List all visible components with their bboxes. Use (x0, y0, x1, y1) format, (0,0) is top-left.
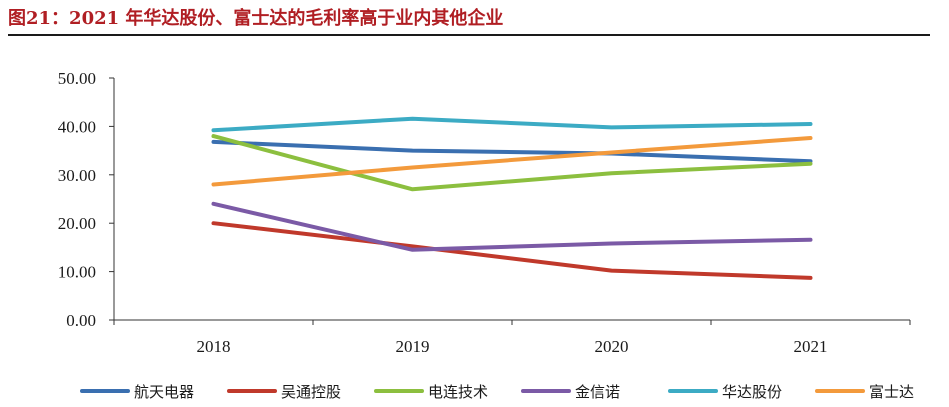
legend-label: 电连技术 (428, 383, 488, 401)
legend: 航天电器 吴通控股 电连技术 金信诺 华达股份 富士达 (80, 383, 914, 401)
legend-label: 吴通控股 (281, 383, 341, 401)
x-tick-label: 2019 (396, 337, 430, 356)
y-tick-label: 20.00 (58, 214, 96, 233)
series-line (211, 221, 813, 280)
series-line (211, 201, 813, 252)
x-tick-labels: 2018 2019 2020 2021 (197, 337, 828, 356)
legend-label: 航天电器 (134, 383, 194, 401)
y-tick-label: 30.00 (58, 166, 96, 185)
series-line (211, 136, 813, 187)
legend-label: 金信诺 (575, 383, 620, 401)
y-tick-label: 0.00 (66, 311, 96, 330)
series-lines (211, 116, 813, 280)
title-underline (8, 34, 930, 36)
y-tick-label: 40.00 (58, 117, 96, 136)
series-line (211, 116, 813, 133)
legend-label: 华达股份 (722, 383, 782, 401)
y-tick-labels: 0.00 10.00 20.00 30.00 40.00 50.00 (58, 69, 96, 330)
chart-title: 图21：2021 年华达股份、富士达的毛利率高于业内其他企业 (8, 8, 504, 29)
x-tick-label: 2020 (595, 337, 629, 356)
legend-label: 富士达 (869, 383, 914, 401)
chart-axes (109, 77, 911, 325)
series-line (211, 134, 813, 192)
x-tick-label: 2018 (197, 337, 231, 356)
y-tick-label: 10.00 (58, 263, 96, 282)
series-line (211, 139, 813, 164)
x-tick-label: 2021 (794, 337, 828, 356)
y-tick-label: 50.00 (58, 69, 96, 88)
